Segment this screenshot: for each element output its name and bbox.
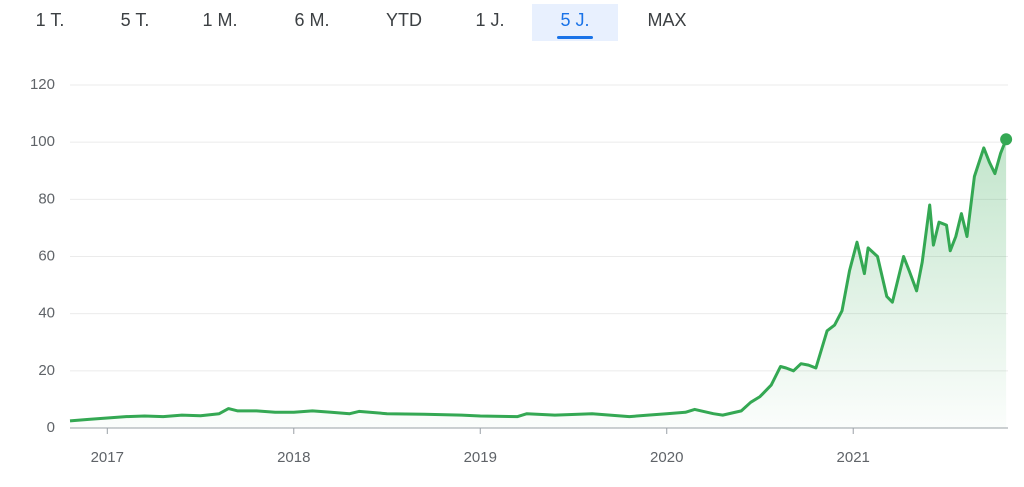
tab[interactable]: 5 J. bbox=[560, 10, 589, 30]
tab[interactable]: 1 T. bbox=[36, 10, 65, 30]
x-tick-label: 2018 bbox=[277, 449, 310, 466]
tab-highlight bbox=[532, 4, 618, 41]
tab[interactable]: 1 M. bbox=[202, 10, 237, 30]
tab[interactable]: YTD bbox=[386, 10, 422, 30]
y-tick-label: 80 bbox=[38, 190, 55, 207]
tab[interactable]: 5 T. bbox=[121, 10, 150, 30]
y-tick-label: 120 bbox=[30, 76, 55, 93]
y-tick-label: 60 bbox=[38, 247, 55, 264]
line bbox=[69, 138, 1008, 423]
tab[interactable]: 1 J. bbox=[475, 10, 504, 30]
tab-underline bbox=[557, 36, 593, 39]
x-tick-label: 2017 bbox=[91, 449, 124, 466]
y-tick-label: 0 bbox=[47, 419, 55, 436]
y-tick-label: 100 bbox=[30, 133, 55, 150]
tab[interactable]: MAX bbox=[647, 10, 686, 30]
y-tick-label: 40 bbox=[38, 305, 55, 322]
x-tick-label: 2019 bbox=[464, 449, 497, 466]
x-tick-label: 2021 bbox=[837, 449, 870, 466]
end-point bbox=[1000, 133, 1013, 146]
y-tick-label: 20 bbox=[38, 362, 55, 379]
area bbox=[70, 139, 1007, 429]
tab[interactable]: 6 M. bbox=[294, 10, 329, 30]
x-tick-label: 2020 bbox=[650, 449, 683, 466]
